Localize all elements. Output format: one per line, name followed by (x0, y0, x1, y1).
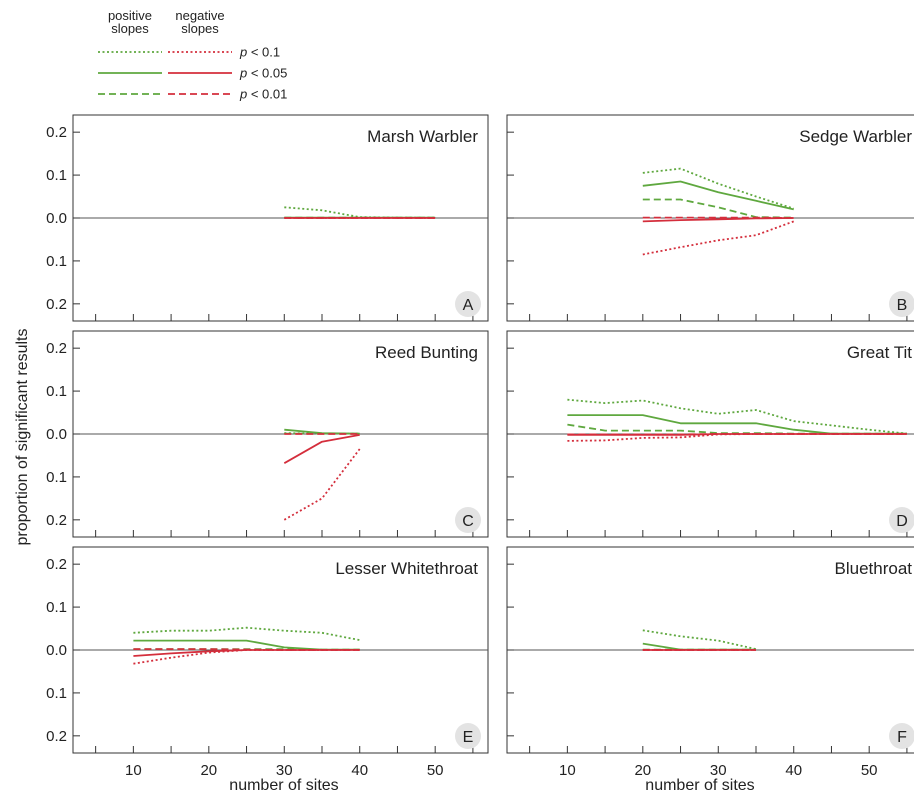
series-positive-dotted (284, 206, 436, 219)
panel-letter: B (897, 297, 908, 314)
panel-title: Great Tit (847, 343, 912, 362)
y-tick-label: 0.2 (46, 340, 67, 357)
legend-label: p < 0.1 (239, 45, 280, 60)
panel-letter: E (463, 729, 474, 746)
y-tick-label: 0.1 (46, 469, 67, 486)
x-tick-label: 40 (351, 762, 368, 779)
series-negative-solid (283, 434, 360, 464)
panel-letter-badge (889, 507, 914, 533)
panel-c: 0.2 0.1 0.0 0.1 0.2 Reed Bunting C (46, 330, 489, 538)
y-tick-label: 0.2 (46, 124, 67, 141)
panel-letter: C (462, 513, 474, 530)
x-tick-label: 30 (710, 762, 727, 779)
y-tick-label: 0.1 (46, 685, 67, 702)
panel-title: Bluethroat (835, 559, 913, 578)
panels: 0.2 0.1 0.0 0.1 0.2 Marsh Warbler A Sedge Warbl… (46, 114, 914, 779)
series-negative-dotted (133, 649, 360, 665)
y-tick-label: 0.0 (46, 642, 67, 659)
panel-letter-badge (889, 723, 914, 749)
series-positive-dotted (642, 167, 794, 210)
y-tick-label: 0.0 (46, 426, 67, 443)
legend-label: p < 0.05 (239, 66, 287, 81)
legend-column-header: negative (175, 8, 224, 23)
x-tick-label: 20 (634, 762, 651, 779)
x-tick-label: 50 (427, 762, 444, 779)
series-positive-solid (642, 180, 794, 211)
legend-column-header: positive (108, 8, 152, 23)
x-tick-label: 50 (861, 762, 878, 779)
y-tick-label: 0.2 (46, 728, 67, 745)
series-positive-dotted (567, 398, 907, 435)
panel-title: Marsh Warbler (367, 127, 478, 146)
series-negative-dashed (133, 648, 360, 651)
legend-column-header: slopes (181, 21, 219, 36)
legend-column-header: slopes (111, 21, 149, 36)
y-tick-label: 0.2 (46, 296, 67, 313)
panel-letter: D (896, 513, 908, 530)
panel-a: 0.2 0.1 0.0 0.1 0.2 Marsh Warbler A (46, 114, 489, 322)
series-positive-dashed (642, 198, 794, 219)
y-tick-label: 0.1 (46, 167, 67, 184)
legend-label: p < 0.01 (239, 87, 287, 102)
panel-letter-badge (455, 507, 481, 533)
x-axis-title-right: number of sites (645, 777, 754, 794)
x-tick-label: 20 (200, 762, 217, 779)
series-negative-dotted (642, 220, 795, 256)
x-tick-label: 10 (125, 762, 142, 779)
y-tick-label: 0.1 (46, 253, 67, 270)
panel-e: 0.2 0.1 0.0 0.1 0.2 10 20 30 40 50 Lesser Whitethr… (46, 546, 489, 779)
x-tick-label: 10 (559, 762, 576, 779)
panel-d: Great Tit D (506, 330, 914, 538)
y-axis-title: proportion of significant results (14, 329, 31, 546)
series-positive-dotted (642, 629, 757, 650)
y-tick-label: 0.2 (46, 512, 67, 529)
series-negative-solid (133, 649, 360, 657)
series-negative-solid (642, 217, 794, 223)
panel-letter: A (463, 297, 474, 314)
x-tick-label: 40 (785, 762, 802, 779)
panel-title: Sedge Warbler (799, 127, 912, 146)
panel-letter-badge (455, 291, 481, 317)
series-positive-dotted (133, 626, 360, 641)
x-tick-label: 30 (276, 762, 293, 779)
panel-letter: F (897, 729, 907, 746)
panel-title: Reed Bunting (375, 343, 478, 362)
y-tick-label: 0.1 (46, 383, 67, 400)
panel-letter-badge (455, 723, 481, 749)
panel-f: 10 20 30 40 50 Bluethroat F (506, 546, 914, 779)
panel-letter-badge (889, 291, 914, 317)
y-tick-label: 0.1 (46, 599, 67, 616)
series-negative-dotted (283, 448, 361, 521)
series-positive-solid (567, 414, 907, 435)
x-axis-title-left: number of sites (229, 777, 338, 794)
panel-b: Sedge Warbler B (506, 114, 914, 322)
y-tick-label: 0.2 (46, 556, 67, 573)
panel-title: Lesser Whitethroat (335, 559, 478, 578)
y-tick-label: 0.0 (46, 210, 67, 227)
series-positive-dashed (567, 423, 907, 435)
